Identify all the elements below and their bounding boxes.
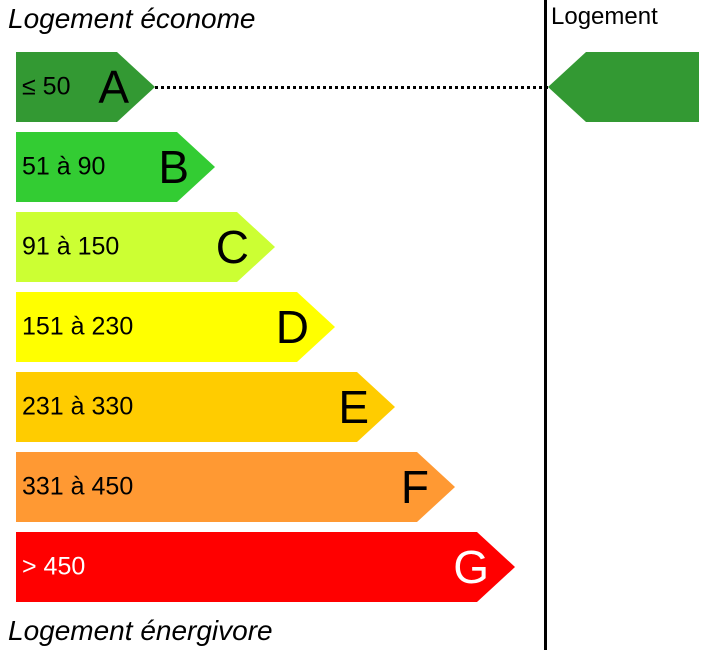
label-economical: Logement économe	[8, 3, 256, 34]
class-range: > 450	[22, 552, 86, 581]
class-band-c: 91 à 150 C	[16, 212, 275, 282]
class-range: 91 à 150	[22, 232, 120, 261]
class-range: ≤ 50	[22, 72, 71, 101]
class-range: 51 à 90	[22, 152, 106, 181]
class-band-f: 331 à 450 F	[16, 452, 455, 522]
column-divider	[544, 0, 547, 650]
class-range: 151 à 230	[22, 312, 134, 341]
class-letter: D	[275, 301, 309, 353]
class-letter: G	[453, 541, 489, 593]
class-range: 231 à 330	[22, 392, 134, 421]
class-letter: A	[98, 61, 129, 113]
class-band-d: 151 à 230 D	[16, 292, 335, 362]
class-letter: E	[338, 381, 369, 433]
column-header-logement: Logement	[551, 3, 658, 30]
class-band-a: ≤ 50 A	[16, 52, 155, 122]
class-range: 331 à 450	[22, 472, 134, 501]
class-band-b: 51 à 90 B	[16, 132, 215, 202]
class-band-e: 231 à 330 E	[16, 372, 395, 442]
label-energy-intensive: Logement énergivore	[8, 615, 273, 646]
rating-leader-line	[155, 86, 548, 89]
class-band-g: > 450 G	[16, 532, 515, 602]
class-letter: F	[400, 461, 429, 513]
current-rating-indicator	[548, 52, 699, 122]
class-letter: C	[215, 221, 249, 273]
class-letter: B	[158, 141, 189, 193]
